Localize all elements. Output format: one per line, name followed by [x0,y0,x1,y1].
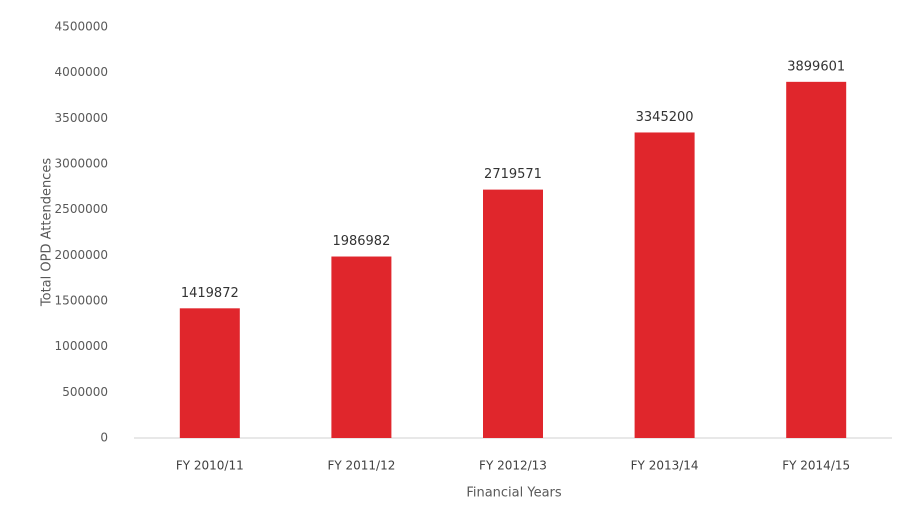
x-axis-label: Financial Years [466,486,562,501]
value-label: 2719571 [484,167,542,182]
y-axis-label: Total OPD Attendences [40,158,55,307]
value-label: 1419872 [181,286,239,301]
y-tick-label: 1000000 [55,339,108,353]
x-tick-label: FY 2010/11 [176,459,244,473]
bar [634,132,695,438]
y-tick-label: 3000000 [55,157,108,171]
x-tick-label: FY 2011/12 [327,459,395,473]
bar [786,81,847,439]
y-tick-label: 1500000 [55,294,108,308]
y-tick-label: 500000 [62,385,108,399]
y-tick-label: 3500000 [55,111,108,125]
bar [331,256,392,438]
x-tick-label: FY 2013/14 [631,459,699,473]
value-label: 1986982 [332,234,390,249]
y-tick-label: 4000000 [55,65,108,79]
bar [483,189,543,438]
value-label: 3899601 [787,59,845,74]
bar [179,308,240,438]
y-tick-label: 2000000 [55,248,108,262]
y-tick-label: 4500000 [55,20,108,34]
x-tick-label: FY 2012/13 [479,459,547,473]
value-label: 3345200 [636,110,694,125]
x-tick-label: FY 2014/15 [782,459,850,473]
y-tick-label: 2500000 [55,202,108,216]
y-tick-label: 0 [100,431,108,445]
